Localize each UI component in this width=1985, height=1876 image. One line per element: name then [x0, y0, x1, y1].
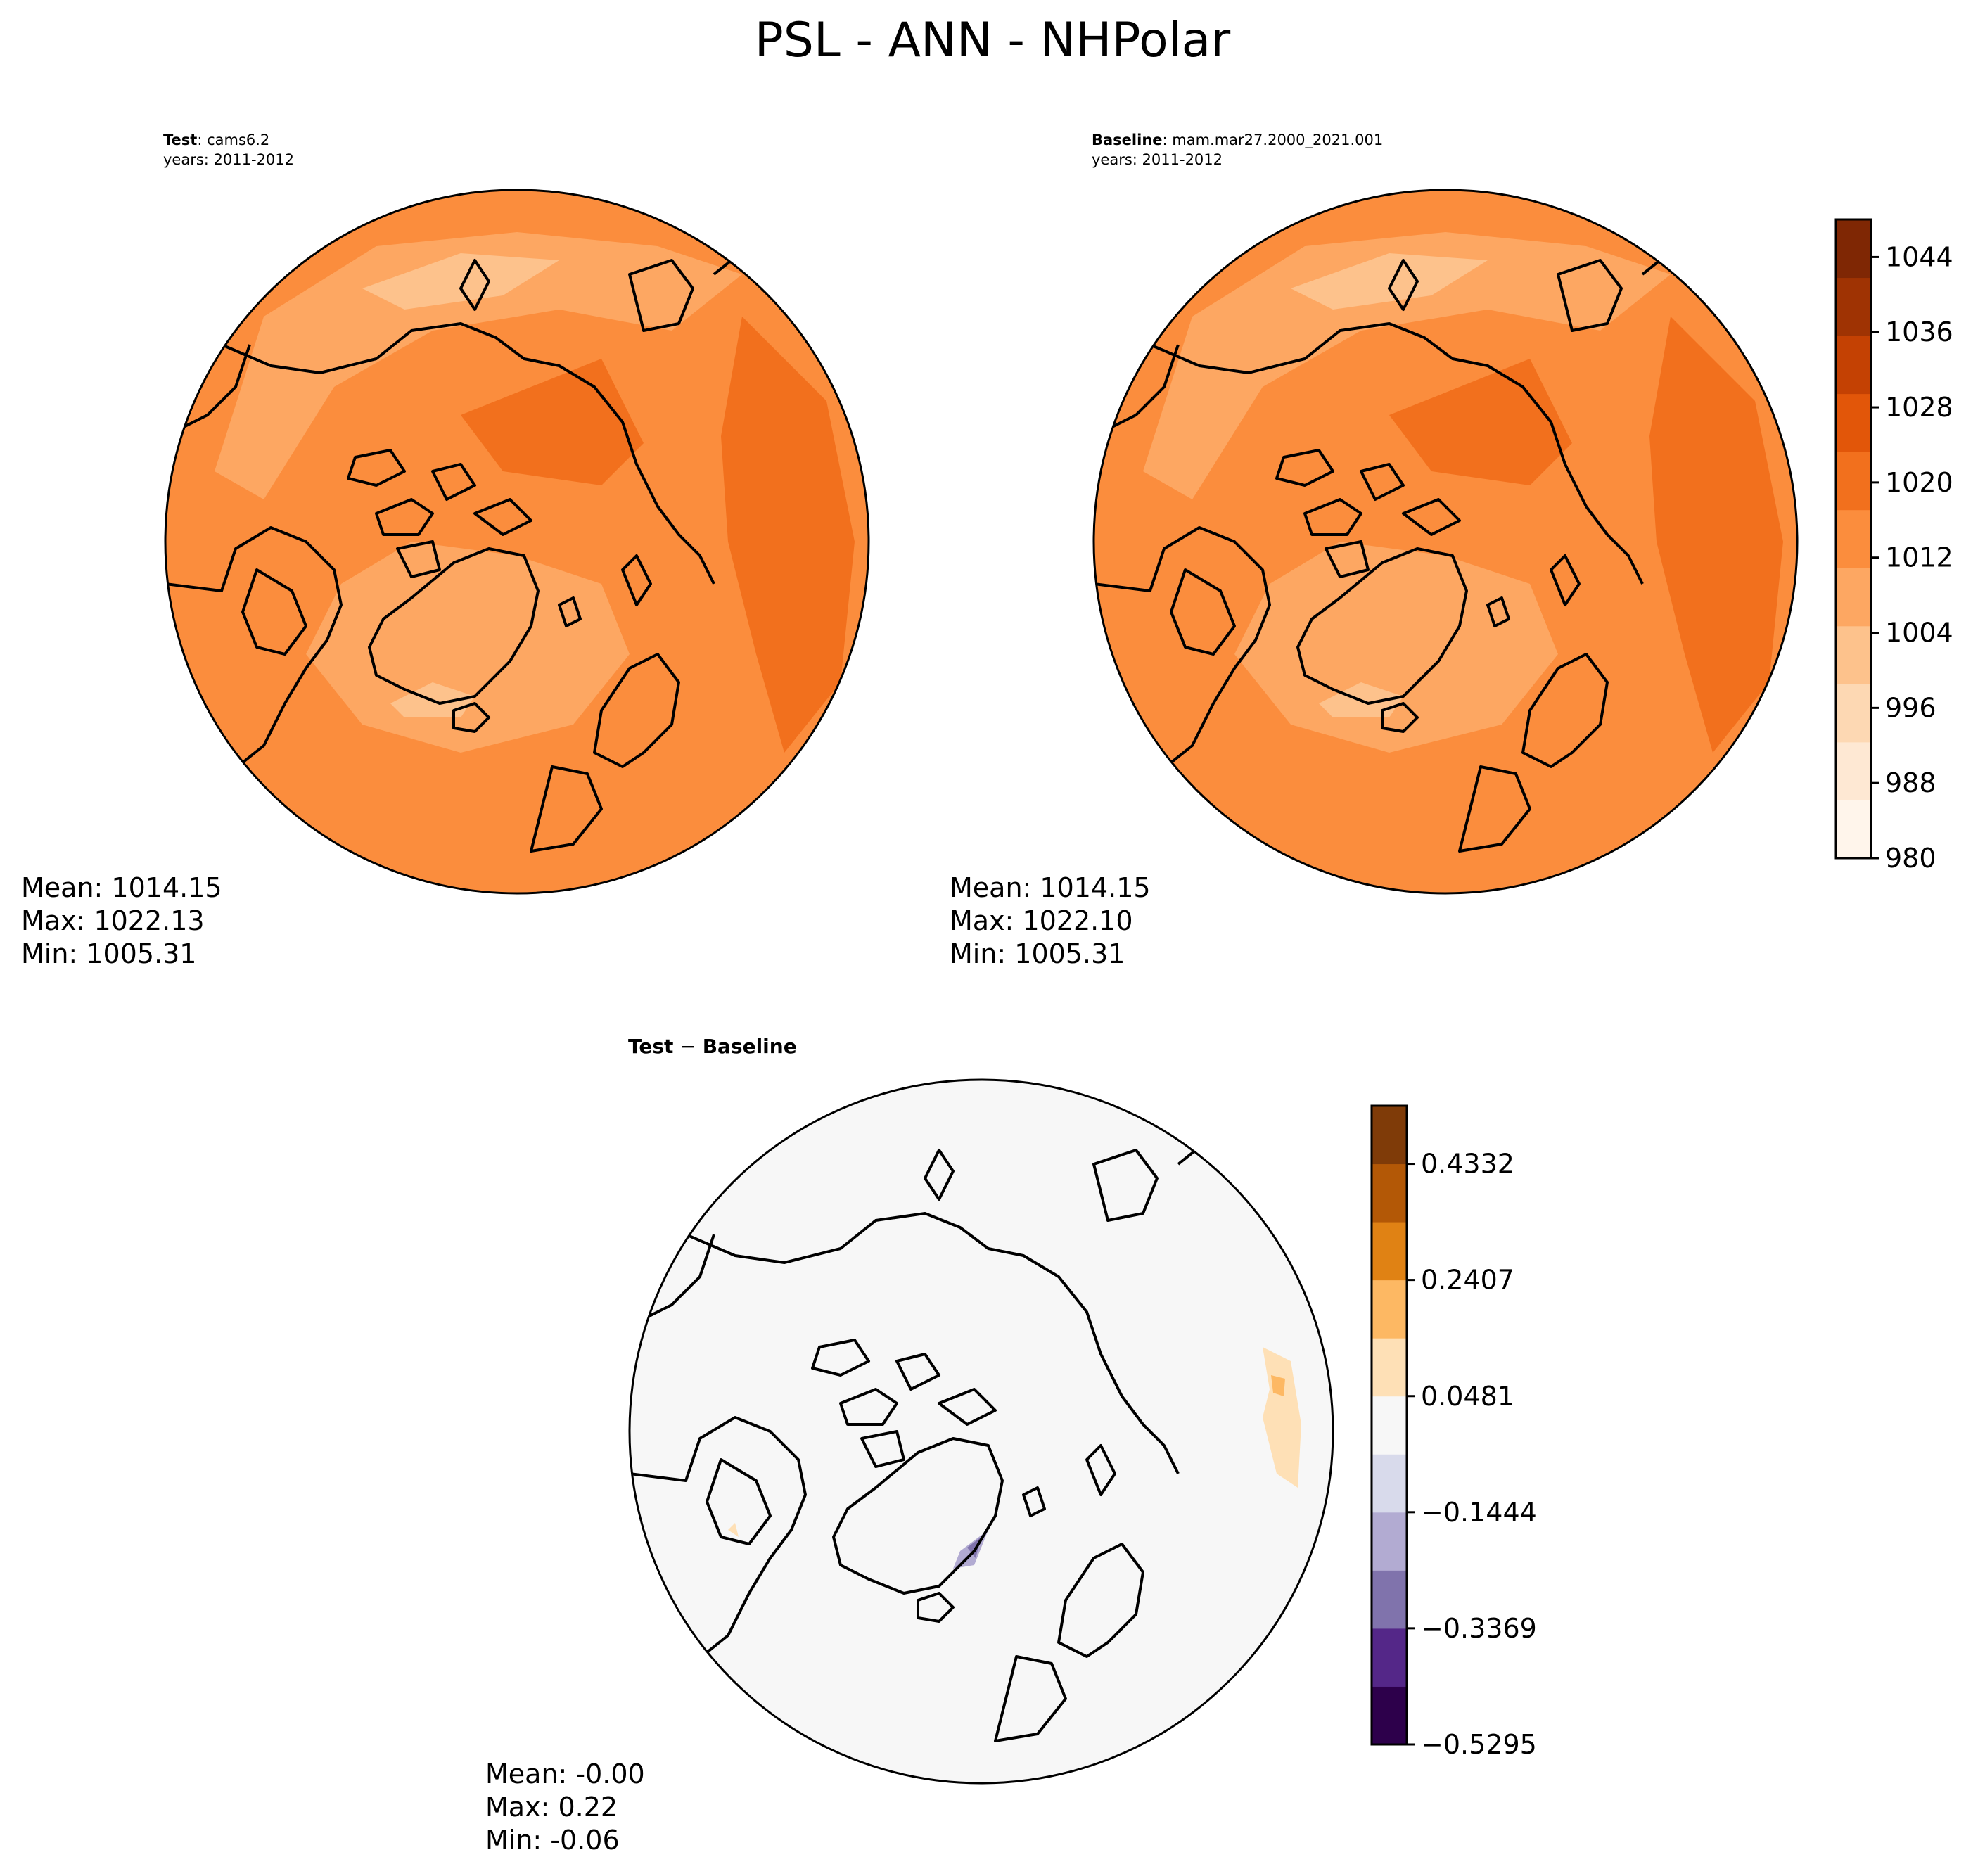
test-years-label: years: 2011-2012	[163, 151, 294, 168]
test-panel: Test: cams6.2 years: 2011-2012 Mean: 101…	[21, 132, 870, 969]
diff-colorbar-segment	[1372, 1570, 1407, 1629]
psl-colorbar-tick-label: 988	[1885, 767, 1936, 798]
baseline-label-name: : mam.mar27.2000_2021.001	[1163, 132, 1384, 149]
diff-colorbar-tick-label: −0.1444	[1421, 1497, 1537, 1528]
test-mean-stat: Mean: 1014.15	[21, 872, 222, 903]
psl-colorbar-segment	[1836, 568, 1871, 627]
psl-colorbar-segment	[1836, 684, 1871, 743]
diff-colorbar-segment	[1372, 1686, 1407, 1745]
psl-colorbar-segment	[1836, 452, 1871, 511]
psl-colorbar-segment	[1836, 800, 1871, 859]
baseline-panel-label: Baseline: mam.mar27.2000_2021.001	[1092, 132, 1383, 149]
psl-colorbar-tick-label: 980	[1885, 843, 1936, 874]
diff-colorbar-tick-label: 0.4332	[1421, 1149, 1514, 1180]
psl-colorbar-segment	[1836, 277, 1871, 336]
test-max-stat: Max: 1022.13	[21, 905, 205, 936]
diff-colorbar-segment	[1372, 1512, 1407, 1571]
diff-title-baseline: Baseline	[703, 1035, 797, 1058]
diff-colorbar: −0.5295 −0.3369 −0.1444 0.0481 0.2407 0.4332	[1370, 1104, 1537, 1760]
psl-colorbar-tick-label: 1004	[1885, 618, 1953, 649]
psl-colorbar-segment	[1836, 393, 1871, 452]
psl-colorbar-tick-label: 1028	[1885, 392, 1953, 423]
psl-colorbar-tick-label: 1036	[1885, 317, 1953, 347]
diff-mean-stat: Mean: -0.00	[485, 1759, 645, 1789]
diff-colorbar-tick-label: 0.2407	[1421, 1265, 1514, 1296]
psl-colorbar-segment	[1836, 219, 1871, 279]
psl-colorbar-tick-label: 1044	[1885, 241, 1953, 272]
test-map	[164, 189, 870, 895]
figure-title: PSL - ANN - NHPolar	[755, 13, 1231, 68]
diff-colorbar-segment	[1372, 1454, 1407, 1513]
diff-min-stat: Min: -0.06	[485, 1825, 620, 1856]
psl-colorbar-border	[1834, 218, 1872, 860]
psl-colorbar: 980 988 996 1004 1012 1020 1028 1036 1044	[1834, 218, 1953, 874]
diff-colorbar-tick-label: −0.5295	[1421, 1729, 1537, 1760]
diff-title-operator: −	[673, 1035, 702, 1058]
diff-colorbar-segment	[1372, 1396, 1407, 1455]
diff-colorbar-segment	[1372, 1222, 1407, 1281]
baseline-map	[1092, 189, 1799, 895]
psl-colorbar-tick-label: 1020	[1885, 467, 1953, 498]
baseline-max-stat: Max: 1022.10	[950, 905, 1133, 936]
diff-colorbar-segment	[1372, 1628, 1407, 1687]
psl-colorbar-segment	[1836, 509, 1871, 568]
diff-max-stat: Max: 0.22	[485, 1792, 618, 1823]
psl-colorbar-tick-label: 996	[1885, 692, 1936, 723]
diff-colorbar-border	[1370, 1104, 1408, 1746]
baseline-label-bold: Baseline	[1092, 132, 1163, 148]
diff-colorbar-segment	[1372, 1163, 1407, 1223]
baseline-years-label: years: 2011-2012	[1092, 151, 1223, 168]
psl-colorbar-segment	[1836, 336, 1871, 395]
psl-colorbar-tick-label: 1012	[1885, 542, 1953, 573]
diff-map	[628, 1078, 1334, 1785]
diff-colorbar-tick-label: −0.3369	[1421, 1613, 1537, 1644]
diff-colorbar-segment	[1372, 1106, 1407, 1165]
test-panel-label: Test: cams6.2	[163, 132, 269, 148]
diff-colorbar-tick-label: 0.0481	[1421, 1381, 1514, 1412]
baseline-panel: Baseline: mam.mar27.2000_2021.001 years:…	[950, 132, 1799, 969]
psl-colorbar-segment	[1836, 625, 1871, 684]
baseline-mean-stat: Mean: 1014.15	[950, 872, 1151, 903]
diff-title-test: Test	[628, 1035, 673, 1058]
diff-panel-title: Test − Baseline	[628, 1035, 797, 1058]
diff-colorbar-segment	[1372, 1280, 1407, 1339]
diff-panel: Test − Baseline Mean: -0.00 Max: 0.22 Mi…	[485, 1035, 1334, 1856]
baseline-min-stat: Min: 1005.31	[950, 938, 1125, 969]
test-label-name: : cams6.2	[197, 132, 269, 148]
test-label-bold: Test	[163, 132, 197, 148]
diff-colorbar-segment	[1372, 1338, 1407, 1397]
psl-colorbar-segment	[1836, 741, 1871, 800]
test-min-stat: Min: 1005.31	[21, 938, 196, 969]
